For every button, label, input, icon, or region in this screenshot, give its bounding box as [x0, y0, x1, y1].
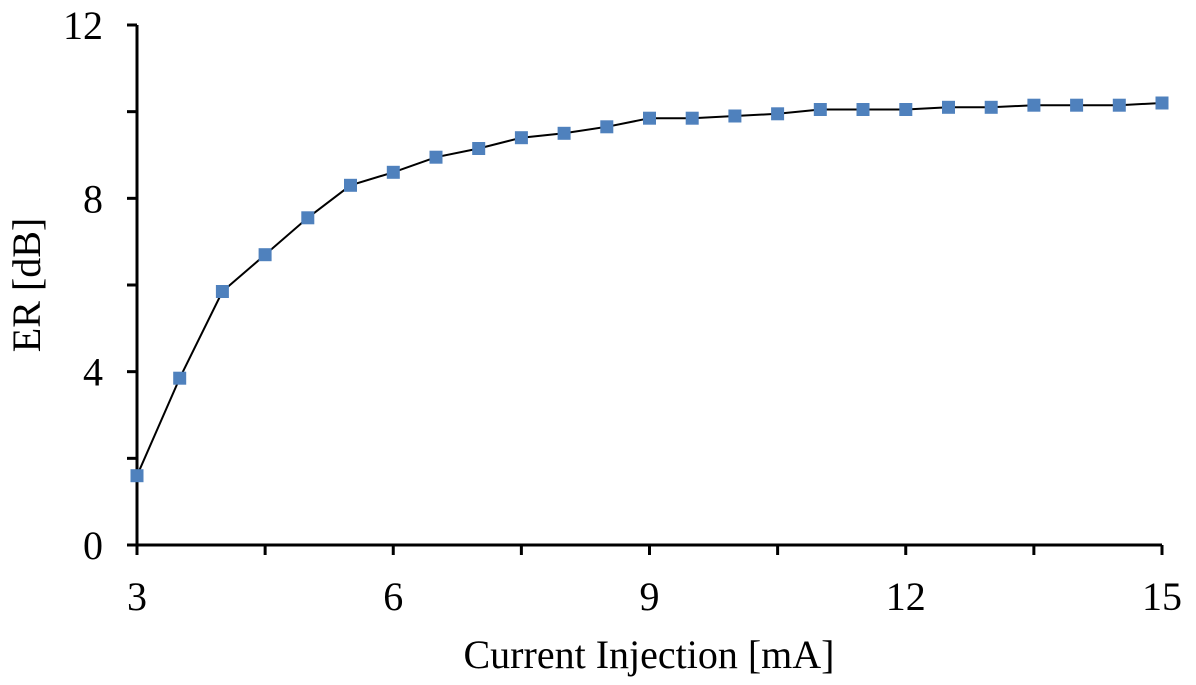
data-point — [514, 131, 528, 145]
data-point — [856, 103, 870, 116]
data-point — [386, 165, 400, 179]
axes — [135, 25, 1162, 547]
y-tick-label: 8 — [83, 176, 103, 221]
data-point — [643, 111, 656, 125]
data-point — [813, 103, 827, 116]
data-point — [429, 150, 443, 164]
data-point — [130, 469, 144, 483]
series-line — [136, 102, 1163, 477]
data-point — [472, 142, 486, 155]
ticks — [127, 23, 1164, 555]
data-point — [771, 107, 785, 121]
x-axis-title: Current Injection [mA] — [464, 632, 835, 677]
data-point — [728, 109, 742, 123]
x-tick-label: 12 — [886, 574, 926, 619]
data-point — [984, 100, 998, 114]
data-point — [344, 178, 357, 192]
tick-labels: 0 4 8 12 3 6 9 12 15 — [63, 3, 1182, 619]
x-tick-label: 3 — [127, 574, 147, 619]
data-point — [899, 103, 913, 116]
data-point — [685, 111, 699, 125]
data-point — [215, 285, 229, 298]
y-tick-label: 12 — [63, 3, 103, 48]
data-point — [942, 100, 955, 114]
data-point — [557, 126, 571, 140]
x-tick-label: 6 — [383, 574, 403, 619]
y-axis-title: ER [dB] — [4, 218, 49, 352]
data-point — [173, 371, 187, 385]
data-point — [1112, 98, 1126, 112]
data-point — [258, 248, 272, 262]
x-tick-label: 15 — [1142, 574, 1182, 619]
data-point — [1027, 98, 1041, 112]
y-tick-label: 0 — [83, 523, 103, 568]
data-point — [1155, 96, 1169, 110]
data-point — [301, 211, 315, 225]
y-tick-label: 4 — [83, 350, 103, 395]
data-point — [600, 120, 614, 134]
data-point — [1070, 98, 1084, 112]
x-tick-label: 9 — [640, 574, 660, 619]
series-layer — [130, 96, 1169, 483]
